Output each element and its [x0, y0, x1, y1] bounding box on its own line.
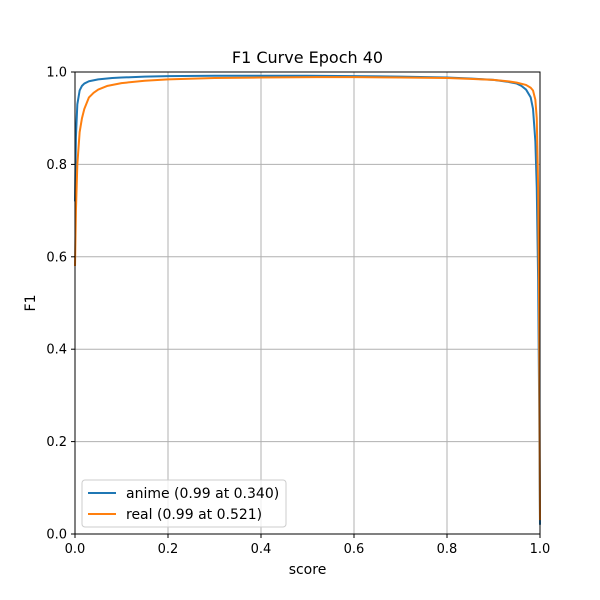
legend: anime (0.99 at 0.340) real (0.99 at 0.521… [81, 479, 287, 528]
x-tick-label: 0.8 [437, 542, 458, 557]
y-tick-label: 0.0 [46, 528, 67, 543]
series-line-anime [74, 74, 541, 525]
grid [74, 71, 541, 535]
y-axis-ticks: 0.0 0.2 0.4 0.6 0.8 1.0 [46, 66, 75, 543]
x-tick-label: 1.0 [530, 542, 551, 557]
x-axis-ticks: 0.0 0.2 0.4 0.6 0.8 1.0 [65, 534, 551, 557]
legend-label: real (0.99 at 0.521) [126, 507, 262, 523]
y-axis-label: F1 [23, 295, 39, 312]
legend-box [81, 479, 287, 528]
y-tick-label: 0.6 [46, 250, 67, 265]
y-tick-label: 0.8 [46, 158, 67, 173]
y-tick-label: 1.0 [46, 66, 67, 81]
y-tick-label: 0.2 [46, 435, 67, 450]
x-tick-label: 0.2 [158, 542, 179, 557]
plot-frame [74, 71, 541, 535]
legend-label: anime (0.99 at 0.340) [126, 486, 279, 502]
chart-title: F1 Curve Epoch 40 [232, 48, 383, 67]
x-axis-label: score [289, 562, 327, 578]
series-line-real [74, 76, 541, 521]
x-tick-label: 0.0 [65, 542, 86, 557]
series-layer [74, 74, 541, 525]
x-tick-label: 0.4 [251, 542, 272, 557]
x-tick-label: 0.6 [344, 542, 365, 557]
y-tick-label: 0.4 [46, 343, 67, 358]
